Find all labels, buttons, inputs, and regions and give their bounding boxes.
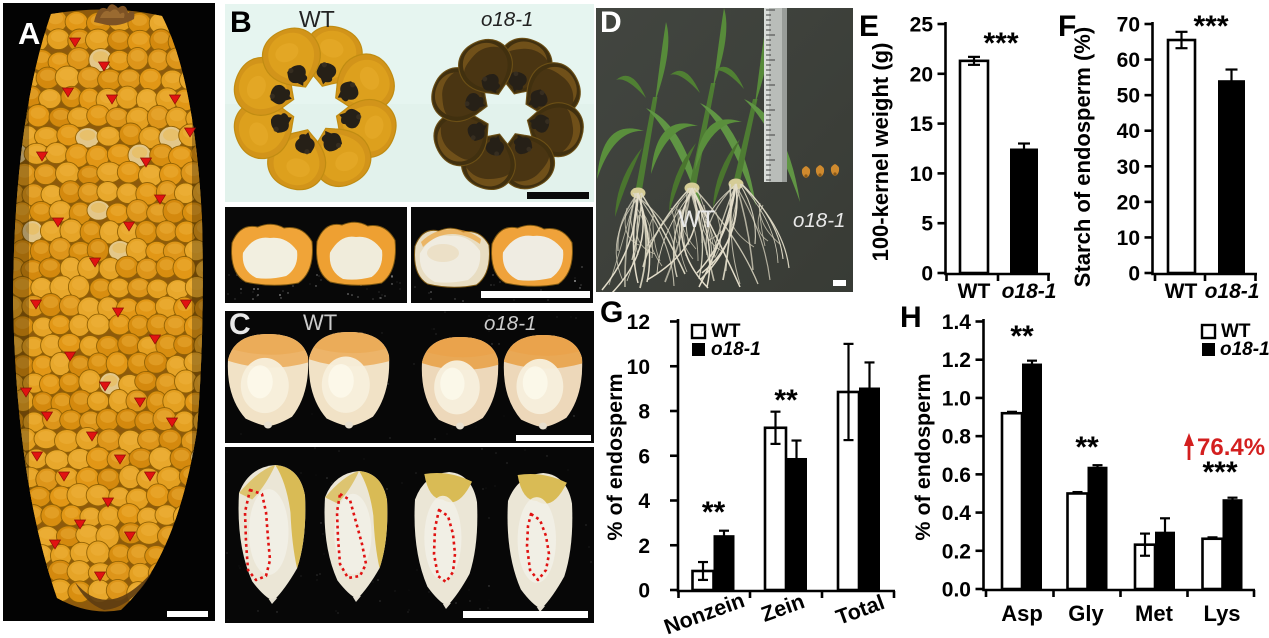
svg-text:Met: Met	[1135, 601, 1174, 626]
svg-text:10: 10	[910, 163, 933, 186]
svg-text:25: 25	[910, 14, 934, 37]
svg-text:60: 60	[1117, 49, 1140, 72]
svg-text:***: ***	[1193, 10, 1228, 43]
svg-text:o18-1: o18-1	[484, 312, 536, 335]
svg-text:WT: WT	[711, 321, 741, 342]
svg-text:Total: Total	[833, 590, 888, 630]
svg-text:0: 0	[1128, 263, 1140, 286]
svg-text:70: 70	[1117, 14, 1140, 37]
svg-text:WT: WT	[958, 280, 991, 303]
svg-text:o18-1: o18-1	[481, 8, 533, 31]
svg-text:Starch of endosperm (%): Starch of endosperm (%)	[1070, 27, 1095, 287]
svg-text:WT: WT	[1165, 280, 1198, 303]
svg-text:G: G	[600, 296, 623, 329]
svg-text:o18-1: o18-1	[1220, 339, 1269, 360]
svg-text:H: H	[900, 301, 922, 334]
svg-text:WT: WT	[303, 310, 337, 335]
svg-text:1.4: 1.4	[942, 311, 972, 334]
svg-text:D: D	[600, 6, 622, 39]
svg-text:4: 4	[638, 490, 650, 513]
svg-text:6: 6	[638, 445, 650, 468]
svg-text:1.2: 1.2	[942, 349, 971, 372]
svg-text:WT: WT	[1221, 321, 1251, 342]
svg-text:**: **	[1075, 431, 1099, 464]
svg-text:1.0: 1.0	[942, 387, 971, 410]
svg-text:o18-1: o18-1	[793, 209, 845, 232]
svg-text:**: **	[1010, 320, 1034, 353]
svg-text:Lys: Lys	[1203, 601, 1240, 626]
svg-text:5: 5	[921, 213, 933, 236]
svg-text:20: 20	[910, 63, 933, 86]
svg-text:100-kernel weight (g): 100-kernel weight (g)	[868, 43, 893, 262]
svg-text:0.4: 0.4	[942, 502, 972, 525]
svg-text:50: 50	[1117, 85, 1140, 108]
svg-text:***: ***	[1202, 456, 1237, 489]
svg-text:F: F	[1058, 10, 1076, 43]
svg-text:0.8: 0.8	[942, 426, 972, 449]
svg-text:o18-1: o18-1	[1205, 280, 1260, 303]
svg-text:0: 0	[638, 580, 650, 603]
svg-text:10: 10	[627, 356, 650, 379]
svg-text:12: 12	[627, 311, 650, 334]
svg-text:0.6: 0.6	[942, 464, 971, 487]
svg-text:B: B	[230, 6, 252, 39]
svg-text:0: 0	[921, 263, 933, 286]
svg-text:8: 8	[638, 401, 650, 424]
svg-text:Nonzein: Nonzein	[661, 588, 748, 638]
svg-text:WT: WT	[299, 6, 335, 32]
svg-text:o18-1: o18-1	[711, 339, 761, 360]
svg-text:C: C	[229, 308, 251, 341]
svg-text:76.4%: 76.4%	[1197, 434, 1265, 461]
svg-text:40: 40	[1117, 120, 1140, 143]
svg-text:% of endosperm: % of endosperm	[911, 373, 935, 540]
svg-text:2: 2	[638, 535, 650, 558]
svg-text:**: **	[702, 496, 726, 529]
svg-text:**: **	[774, 384, 798, 417]
svg-text:***: ***	[983, 27, 1018, 60]
svg-text:0.0: 0.0	[942, 579, 971, 602]
svg-text:o18-1: o18-1	[1002, 280, 1057, 303]
svg-text:Gly: Gly	[1068, 601, 1104, 626]
svg-text:A: A	[18, 16, 40, 51]
svg-text:15: 15	[910, 113, 934, 136]
svg-text:Asp: Asp	[1001, 601, 1043, 626]
svg-text:20: 20	[1117, 191, 1140, 214]
svg-text:WT: WT	[678, 206, 716, 233]
svg-text:30: 30	[1117, 156, 1140, 179]
svg-text:E: E	[859, 10, 879, 43]
svg-text:% of endosperm: % of endosperm	[603, 373, 627, 540]
svg-text:Zein: Zein	[758, 589, 808, 627]
svg-text:0.2: 0.2	[942, 540, 971, 563]
svg-text:10: 10	[1117, 227, 1140, 250]
